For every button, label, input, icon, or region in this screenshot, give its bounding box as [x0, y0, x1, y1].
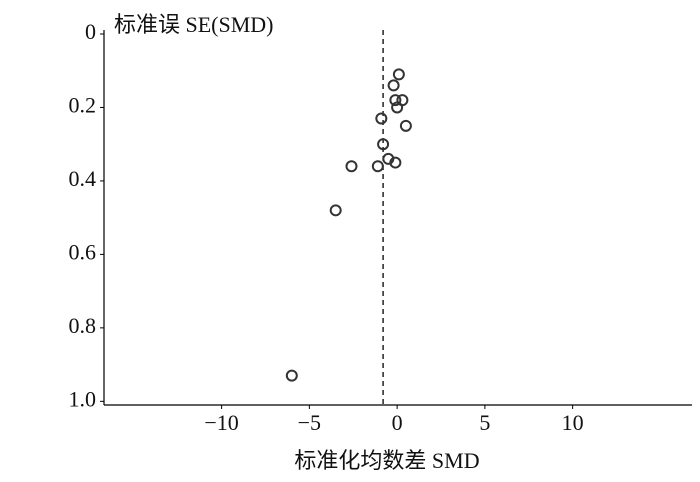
study-point — [387, 79, 400, 92]
study-point — [392, 68, 405, 81]
x-tick-label: 5 — [479, 410, 490, 435]
x-tick-label: −10 — [204, 410, 238, 435]
y-tick-label: 1.0 — [69, 386, 97, 411]
study-point — [389, 94, 402, 107]
y-tick-label: 0.4 — [69, 166, 97, 191]
x-tick-label: 10 — [562, 410, 584, 435]
study-point — [391, 101, 404, 114]
x-tick-label: −5 — [298, 410, 321, 435]
x-tick-label: 0 — [392, 410, 403, 435]
y-tick-label: 0.8 — [69, 313, 97, 338]
study-point — [371, 160, 384, 173]
y-tick-label: 0.6 — [69, 239, 97, 264]
study-point — [389, 156, 402, 169]
study-point — [399, 119, 412, 132]
study-point — [329, 204, 342, 217]
x-axis-label: 标准化均数差 SMD — [294, 448, 479, 473]
study-point — [375, 112, 388, 125]
study-point — [345, 160, 358, 173]
y-axis-label: 标准误 SE(SMD) — [114, 12, 274, 37]
y-tick-label: 0.2 — [69, 93, 97, 118]
study-point — [285, 369, 298, 382]
y-tick-label: 0 — [85, 19, 96, 44]
study-point — [377, 138, 390, 151]
